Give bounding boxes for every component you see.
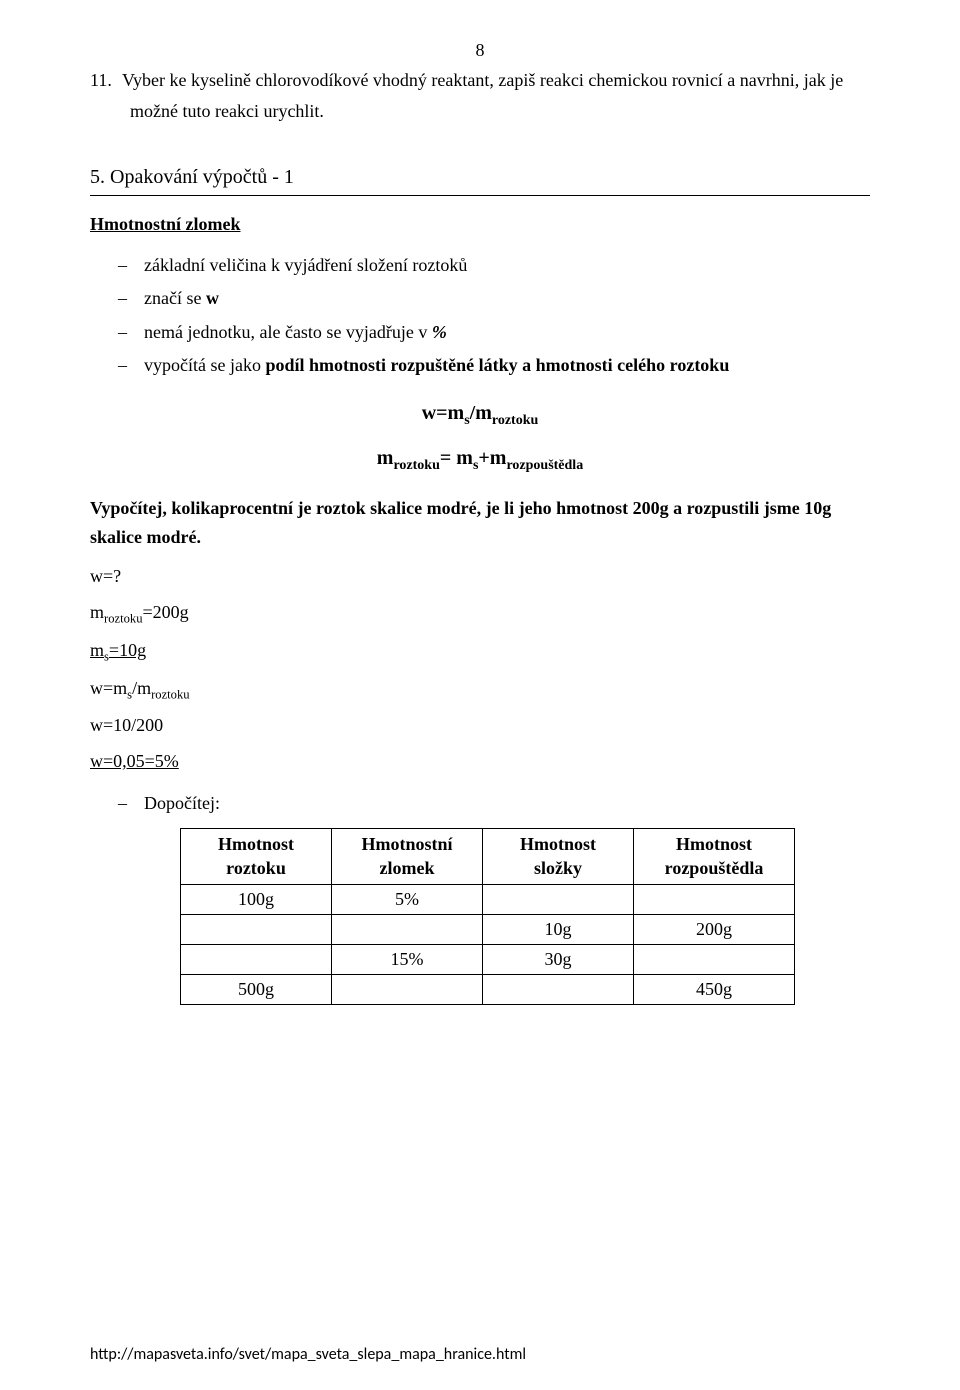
step: mroztoku=200g	[90, 594, 870, 632]
table-header: Hmotnost složky	[483, 829, 634, 885]
page-number: 8	[90, 40, 870, 61]
page: 8 11. Vyber ke kyselině chlorovodíkové v…	[0, 0, 960, 1390]
bullet-text: nemá jednotku, ale často se vyjadřuje v	[144, 322, 432, 342]
table-cell: 200g	[634, 915, 795, 945]
step: w=ms/mroztoku	[90, 670, 870, 708]
step-text: m	[90, 640, 104, 660]
formula-2: mroztoku= ms+mrozpouštědla	[90, 447, 870, 474]
header-text: zlomek	[380, 858, 435, 878]
header-text: Hmotnost	[676, 834, 752, 854]
footer-url: http://mapasveta.info/svet/mapa_sveta_sl…	[90, 1345, 526, 1364]
table-header-row: Hmotnost roztoku Hmotnostní zlomek Hmotn…	[181, 829, 795, 885]
table-cell: 30g	[483, 945, 634, 975]
header-text: Hmotnostní	[361, 834, 452, 854]
step-sub: roztoku	[104, 612, 142, 626]
formula-text: w=m	[422, 402, 465, 424]
table-cell	[332, 975, 483, 1005]
step: w=10/200	[90, 707, 870, 743]
question-text-line2: možné tuto reakci urychlit.	[130, 96, 870, 127]
question-text-line1: Vyber ke kyselině chlorovodíkové vhodný …	[122, 65, 870, 96]
solution-steps: w=? mroztoku=200g ms=10g w=ms/mroztoku w…	[90, 558, 870, 779]
formula-sub: rozpouštědla	[506, 458, 583, 473]
bullet-list: základní veličina k vyjádření složení ro…	[90, 249, 870, 382]
table-cell	[483, 885, 634, 915]
bullet-item: nemá jednotku, ale často se vyjadřuje v …	[144, 316, 870, 349]
table-cell: 5%	[332, 885, 483, 915]
compute-prompt: Dopočítej:	[144, 793, 870, 814]
table-cell: 15%	[332, 945, 483, 975]
table-row: 100g 5%	[181, 885, 795, 915]
example-problem: Vypočítej, kolikaprocentní je roztok ska…	[90, 494, 870, 552]
header-text: Hmotnost	[520, 834, 596, 854]
formula-sub: roztoku	[393, 458, 439, 473]
step-text: /m	[132, 678, 151, 698]
table-header: Hmotnostní zlomek	[332, 829, 483, 885]
formula-sub: roztoku	[492, 413, 538, 428]
bullet-item: základní veličina k vyjádření složení ro…	[144, 249, 870, 282]
formula-text: +m	[478, 447, 506, 469]
step: w=?	[90, 558, 870, 594]
table-cell	[634, 885, 795, 915]
formula-text: /m	[470, 402, 492, 424]
step: ms=10g	[90, 632, 870, 670]
bullet-text: vypočítá se jako	[144, 355, 265, 375]
table-cell: 500g	[181, 975, 332, 1005]
step-text: w=m	[90, 678, 127, 698]
table-header: Hmotnost roztoku	[181, 829, 332, 885]
bullet-bold: w	[206, 288, 219, 308]
header-text: složky	[534, 858, 582, 878]
section-title: 5. Opakování výpočtů - 1	[90, 166, 870, 189]
question-number: 11.	[90, 65, 122, 96]
section-divider	[90, 195, 870, 196]
header-text: rozpouštědla	[665, 858, 764, 878]
table-row: 500g 450g	[181, 975, 795, 1005]
formula-text: = m	[440, 447, 473, 469]
bullet-item: vypočítá se jako podíl hmotnosti rozpušt…	[144, 349, 870, 382]
table-row: 15% 30g	[181, 945, 795, 975]
table-cell	[634, 945, 795, 975]
table-cell: 10g	[483, 915, 634, 945]
data-table: Hmotnost roztoku Hmotnostní zlomek Hmotn…	[180, 828, 795, 1005]
table-cell	[483, 975, 634, 1005]
subheading: Hmotnostní zlomek	[90, 214, 870, 235]
bullet-text: značí se	[144, 288, 206, 308]
formula-text: m	[377, 447, 394, 469]
step-text: =200g	[143, 602, 189, 622]
formula-1: w=ms/mroztoku	[90, 402, 870, 429]
bullet-bold: podíl hmotnosti rozpuštěné látky a hmotn…	[265, 355, 729, 375]
step-sub: roztoku	[151, 687, 189, 701]
table-cell	[332, 915, 483, 945]
table-body: 100g 5% 10g 200g 15% 30g 500g	[181, 885, 795, 1005]
table-cell	[181, 945, 332, 975]
bullet-item: značí se w	[144, 282, 870, 315]
step-text: m	[90, 602, 104, 622]
header-text: roztoku	[226, 858, 286, 878]
question-11: 11. Vyber ke kyselině chlorovodíkové vho…	[90, 65, 870, 96]
table-cell: 100g	[181, 885, 332, 915]
table-cell	[181, 915, 332, 945]
bullet-bold: %	[432, 322, 447, 342]
header-text: Hmotnost	[218, 834, 294, 854]
table-row: 10g 200g	[181, 915, 795, 945]
table-header: Hmotnost rozpouštědla	[634, 829, 795, 885]
step: w=0,05=5%	[90, 743, 870, 779]
table-cell: 450g	[634, 975, 795, 1005]
step-text: =10g	[109, 640, 146, 660]
